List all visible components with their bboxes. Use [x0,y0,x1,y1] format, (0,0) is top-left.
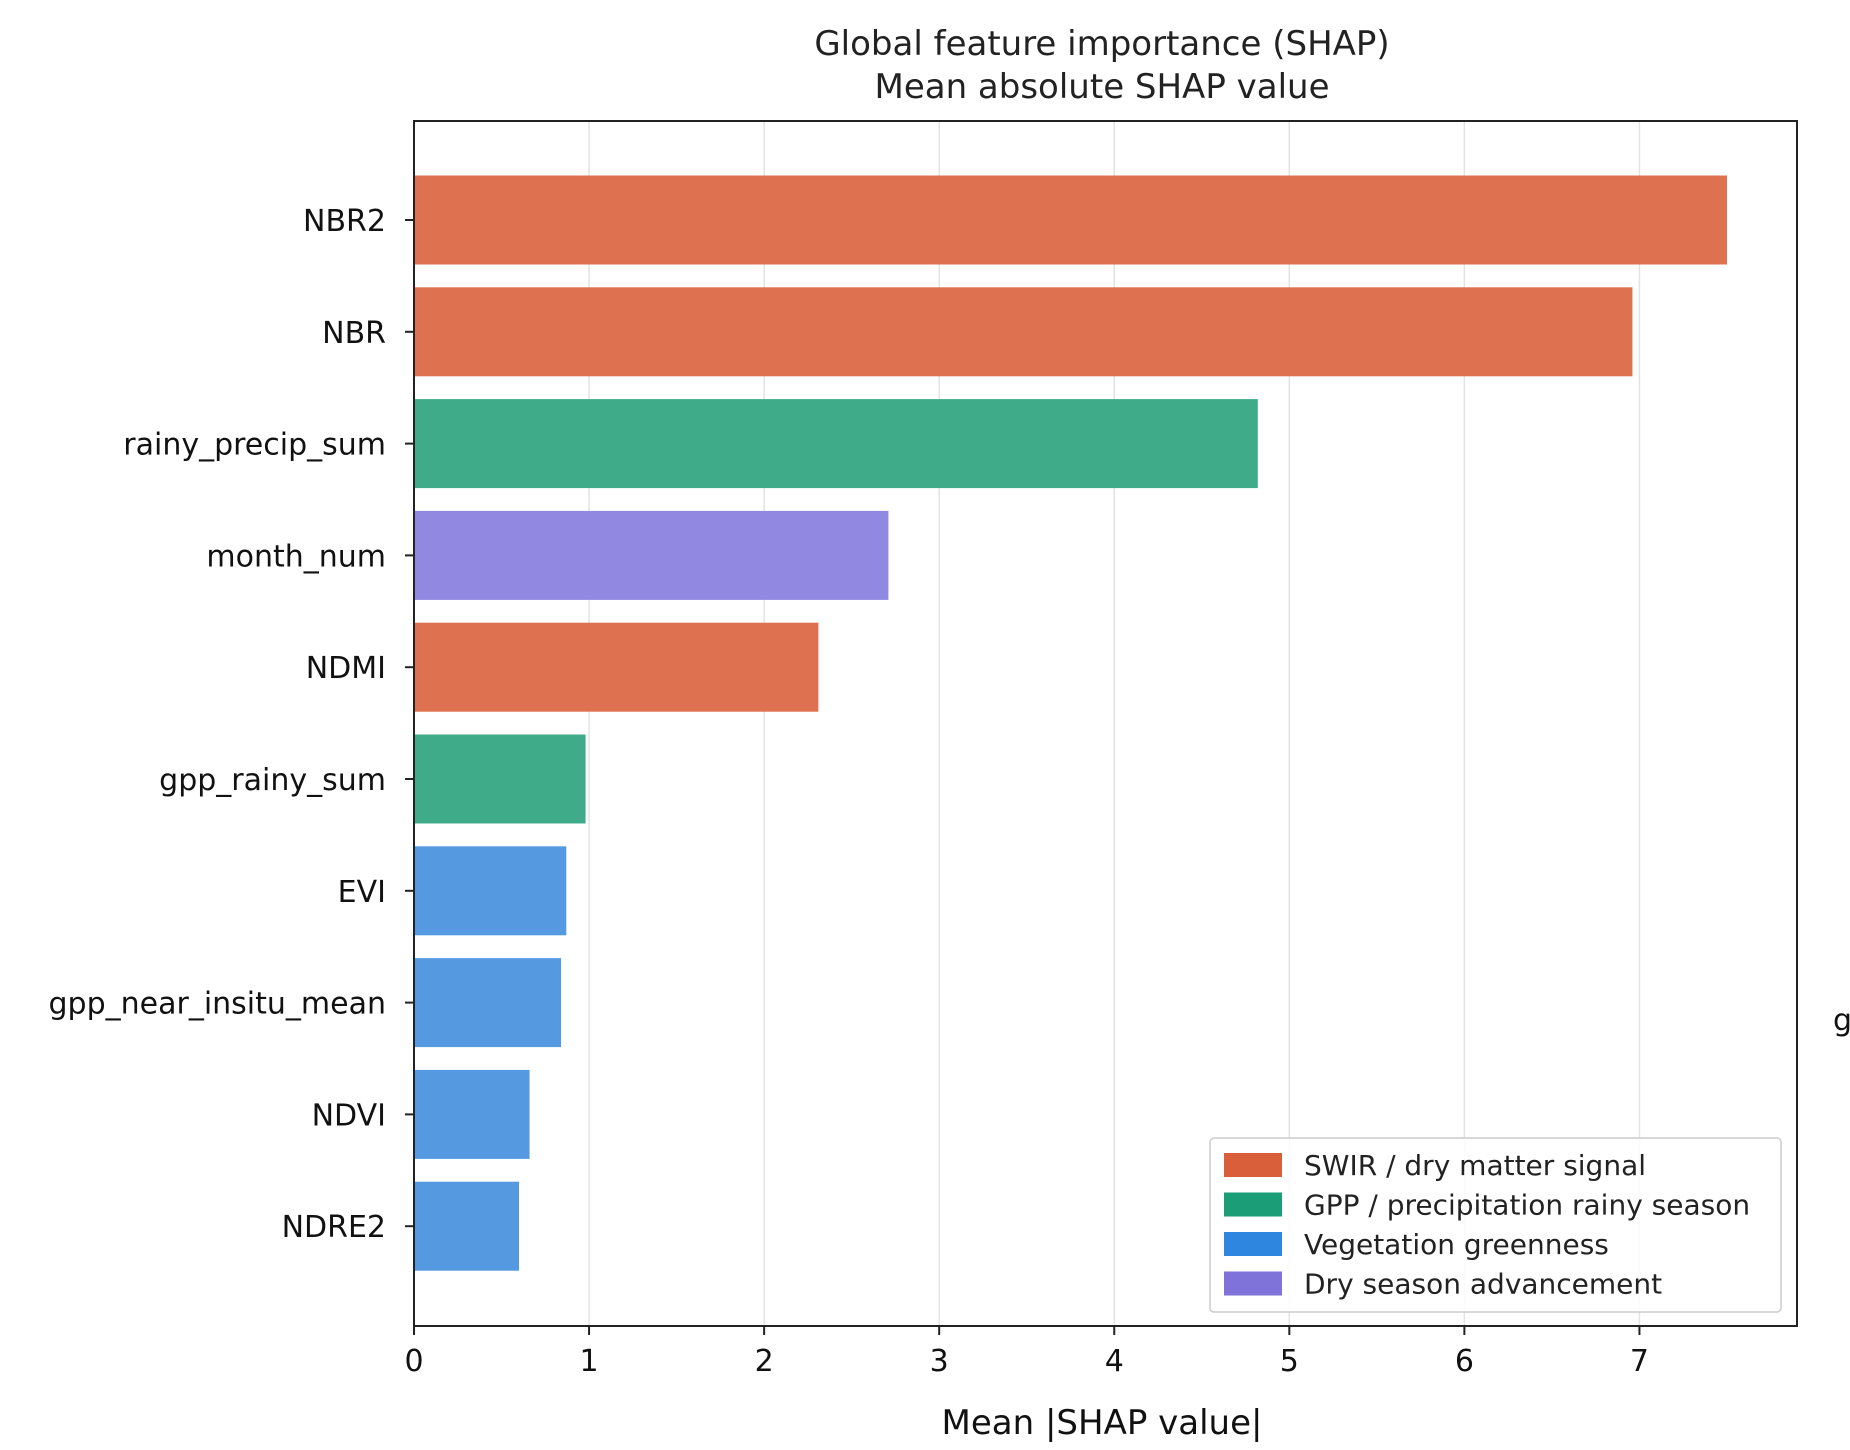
x-axis-label: Mean |SHAP value| [942,1403,1263,1443]
bar-ndvi [414,1069,530,1159]
clipped-label-fragment: g [1833,1003,1850,1038]
bar-nbr2 [414,175,1727,265]
plot-frame [413,120,1798,1327]
x-tick-label: 5 [1280,1344,1299,1379]
y-tick-label: NBR2 [303,204,386,239]
legend-label: GPP / precipitation rainy season [1304,1189,1750,1222]
chart-subtitle: Mean absolute SHAP value [874,67,1329,107]
x-tick-label: 2 [755,1344,774,1379]
bars [414,175,1727,1271]
bar-nbr [414,287,1633,377]
bar-gpp-rainy-sum [414,734,586,824]
y-tick-label: gpp_rainy_sum [159,763,386,798]
y-tick-label: NDVI [312,1098,386,1133]
x-tick-label: 7 [1630,1344,1649,1379]
bar-ndmi [414,622,819,712]
legend-label: Vegetation greenness [1304,1228,1609,1261]
x-tick-label: 0 [404,1344,423,1379]
bar-ndre2 [414,1181,520,1271]
legend: SWIR / dry matter signal GPP / precipitat… [1209,1137,1782,1313]
chart-title: Global feature importance (SHAP) [814,24,1389,64]
legend-label: Dry season advancement [1304,1268,1662,1301]
y-tick-label: gpp_near_insitu_mean [49,987,387,1022]
bar-rainy-precip-sum [414,399,1258,489]
x-axis-ticks: 0 1 2 3 4 5 6 7 [404,1326,1649,1379]
x-tick-label: 1 [580,1344,599,1379]
y-tick-label: NBR [322,316,386,351]
x-tick-label: 3 [930,1344,949,1379]
legend-label: SWIR / dry matter signal [1304,1149,1646,1182]
y-axis-ticks: NBR2 NBR rainy_precip_sum month_num NDMI gpp_… [49,204,414,1245]
x-tick-label: 6 [1455,1344,1474,1379]
legend-box [1209,1137,1782,1313]
legend-swatch [1224,1271,1282,1296]
legend-swatch [1224,1153,1282,1177]
y-tick-label: month_num [206,539,386,574]
bar-evi [414,846,567,936]
bar-gpp-near-insitu-mean [414,958,562,1048]
x-tick-label: 4 [1105,1344,1124,1379]
y-tick-label: EVI [338,875,386,910]
legend-swatch [1224,1192,1282,1217]
legend-swatch [1224,1232,1282,1256]
y-tick-label: rainy_precip_sum [123,428,386,463]
y-tick-label: NDRE2 [282,1210,386,1245]
y-tick-label: NDMI [306,651,386,686]
bar-month-num [414,510,889,600]
